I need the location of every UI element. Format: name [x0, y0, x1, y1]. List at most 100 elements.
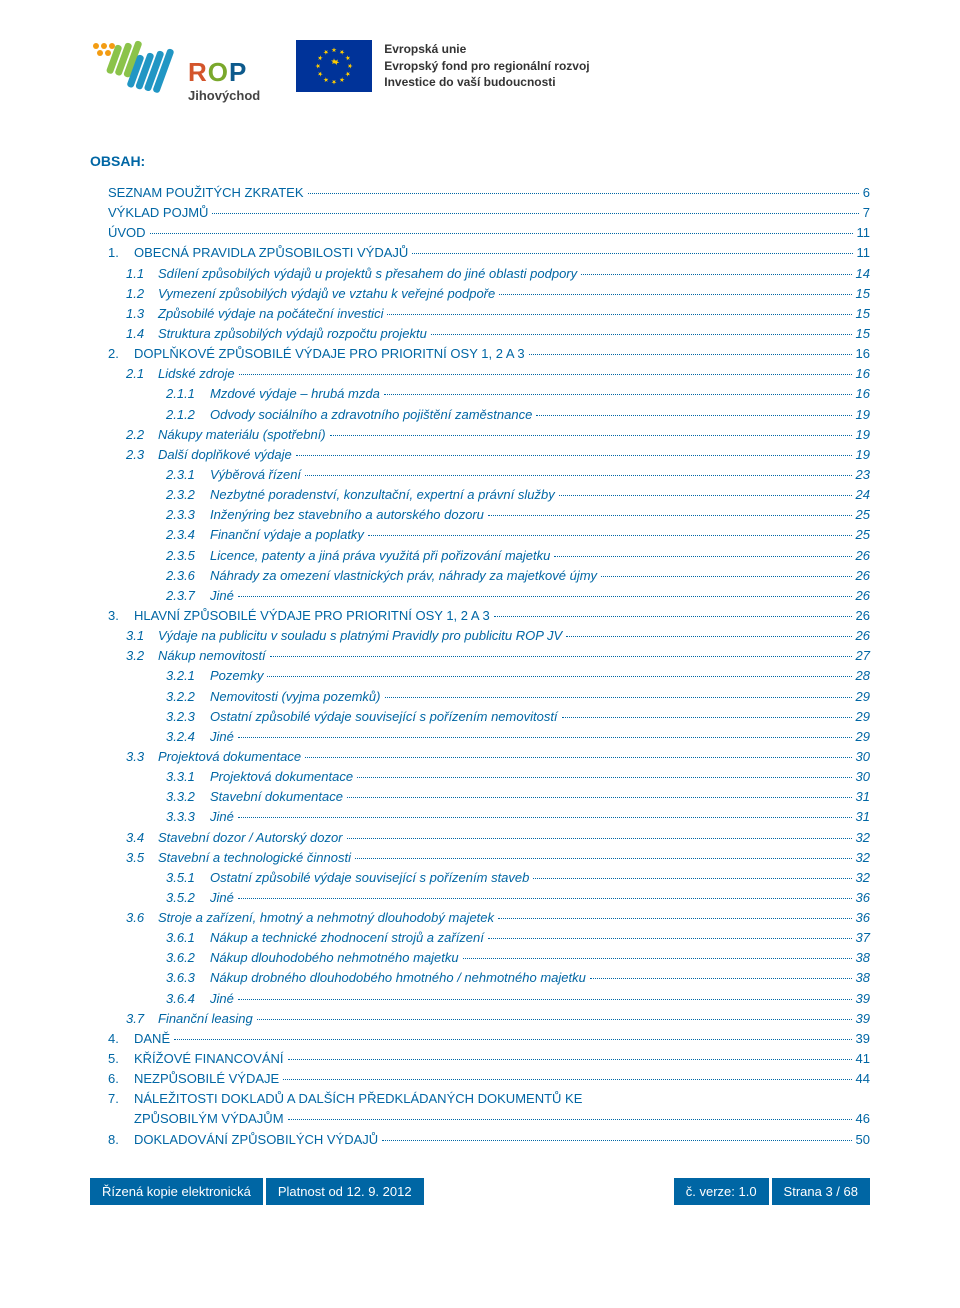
toc-page: 39 — [856, 1009, 870, 1029]
toc-label: Výběrová řízení — [210, 465, 301, 485]
toc-label: Projektová dokumentace — [158, 747, 301, 767]
toc-entry[interactable]: 3.4 Stavební dozor / Autorský dozor32 — [126, 828, 870, 848]
toc-num: 2.3.4 — [166, 525, 210, 545]
document-page: ROP Jihovýchod — [0, 0, 960, 1308]
toc-entry[interactable]: 3.5 Stavební a technologické činnosti32 — [126, 848, 870, 868]
toc-num: 2.3.5 — [166, 546, 210, 566]
eu-line2: Evropský fond pro regionální rozvoj — [384, 58, 589, 75]
toc-label: Pozemky — [210, 666, 263, 686]
toc-entry[interactable]: 3.3 Projektová dokumentace30 — [126, 747, 870, 767]
toc-label: Nákupy materiálu (spotřební) — [158, 425, 326, 445]
toc-entry[interactable]: 6. NEZPŮSOBILÉ VÝDAJE44 — [108, 1069, 870, 1089]
toc-entry[interactable]: 3.6.2 Nákup dlouhodobého nehmotného maje… — [166, 948, 870, 968]
toc-entry[interactable]: 1.3 Způsobilé výdaje na počáteční invest… — [126, 304, 870, 324]
toc-label: Nemovitosti (vyjma pozemků) — [210, 687, 381, 707]
toc-num: 2.3.7 — [166, 586, 210, 606]
toc-num: 3.4 — [126, 828, 158, 848]
rop-logo-graphic — [90, 40, 180, 103]
toc-entry[interactable]: 2.3.6 Náhrady za omezení vlastnických pr… — [166, 566, 870, 586]
toc-entry[interactable]: 2.3.3 Inženýring bez stavebního a autors… — [166, 505, 870, 525]
toc-dots — [499, 294, 851, 295]
toc-entry[interactable]: 8. DOKLADOVÁNÍ ZPŮSOBILÝCH VÝDAJŮ50 — [108, 1130, 870, 1150]
toc-entry[interactable]: 2.3 Další doplňkové výdaje19 — [126, 445, 870, 465]
toc-entry[interactable]: 3.2.1 Pozemky28 — [166, 666, 870, 686]
toc-dots — [382, 1140, 851, 1141]
toc-label: ÚVOD — [108, 223, 146, 243]
toc-dots — [267, 676, 851, 677]
toc-entry[interactable]: 2.1.2 Odvody sociálního a zdravotního po… — [166, 405, 870, 425]
toc-num: 3.3 — [126, 747, 158, 767]
toc-entry[interactable]: SEZNAM POUŽITÝCH ZKRATEK6 — [108, 183, 870, 203]
toc-entry[interactable]: 2.1 Lidské zdroje16 — [126, 364, 870, 384]
toc-entry[interactable]: 2.1.1 Mzdové výdaje – hrubá mzda16 — [166, 384, 870, 404]
toc-label: Výdaje na publicitu v souladu s platnými… — [158, 626, 562, 646]
toc-num: 3.7 — [126, 1009, 158, 1029]
toc-entry[interactable]: 1.1 Sdílení způsobilých výdajů u projekt… — [126, 264, 870, 284]
toc-label: Ostatní způsobilé výdaje související s p… — [210, 707, 558, 727]
toc-entry[interactable]: 2. DOPLŇKOVÉ ZPŮSOBILÉ VÝDAJE PRO PRIORI… — [108, 344, 870, 364]
toc-entry[interactable]: 5. KŘÍŽOVÉ FINANCOVÁNÍ41 — [108, 1049, 870, 1069]
toc-num: 3.5.2 — [166, 888, 210, 908]
toc-entry[interactable]: 3.5.1 Ostatní způsobilé výdaje souvisejí… — [166, 868, 870, 888]
footer-copy-type: Řízená kopie elektronická — [90, 1178, 263, 1205]
toc-entry[interactable]: 2.3.7 Jiné26 — [166, 586, 870, 606]
toc-entry[interactable]: 3.1 Výdaje na publicitu v souladu s plat… — [126, 626, 870, 646]
toc-entry[interactable]: 3. HLAVNÍ ZPŮSOBILÉ VÝDAJE PRO PRIORITNÍ… — [108, 606, 870, 626]
toc-entry[interactable]: 3.6.1 Nákup a technické zhodnocení stroj… — [166, 928, 870, 948]
toc-page: 24 — [856, 485, 870, 505]
toc-entry[interactable]: 3.2.2 Nemovitosti (vyjma pozemků)29 — [166, 687, 870, 707]
toc-dots — [355, 858, 852, 859]
toc-dots — [347, 797, 852, 798]
toc-num: 6. — [108, 1069, 134, 1089]
toc-dots — [385, 697, 852, 698]
toc-entry[interactable]: 3.2.3 Ostatní způsobilé výdaje souvisejí… — [166, 707, 870, 727]
toc-entry[interactable]: 2.3.5 Licence, patenty a jiná práva využ… — [166, 546, 870, 566]
toc-label: DOKLADOVÁNÍ ZPŮSOBILÝCH VÝDAJŮ — [134, 1130, 378, 1150]
toc-num: 3.3.3 — [166, 807, 210, 827]
toc-page: 11 — [857, 243, 871, 263]
toc-entry[interactable]: 3.2.4 Jiné29 — [166, 727, 870, 747]
toc-entry[interactable]: 2.3.1 Výběrová řízení23 — [166, 465, 870, 485]
toc-label: Ostatní způsobilé výdaje související s p… — [210, 868, 529, 888]
toc-entry[interactable]: 3.7 Finanční leasing39 — [126, 1009, 870, 1029]
toc-page: 16 — [856, 364, 870, 384]
toc-entry[interactable]: 3.2 Nákup nemovitostí27 — [126, 646, 870, 666]
toc-dots — [566, 636, 851, 637]
toc-num: 3.3.2 — [166, 787, 210, 807]
toc-num: 2.3.1 — [166, 465, 210, 485]
toc-entry[interactable]: 2.2 Nákupy materiálu (spotřební)19 — [126, 425, 870, 445]
toc-entry[interactable]: 2.3.2 Nezbytné poradenství, konzultační,… — [166, 485, 870, 505]
toc-num: 2.1.1 — [166, 384, 210, 404]
toc-entry[interactable]: 3.5.2 Jiné36 — [166, 888, 870, 908]
rop-r: R — [188, 57, 208, 87]
toc-entry[interactable]: 3.3.1 Projektová dokumentace30 — [166, 767, 870, 787]
toc-entry[interactable]: 7. NÁLEŽITOSTI DOKLADŮ A DALŠÍCH PŘEDKLÁ… — [108, 1089, 870, 1129]
toc-num: 1.3 — [126, 304, 158, 324]
toc-entry[interactable]: 4. DANĚ39 — [108, 1029, 870, 1049]
toc-page: 25 — [856, 525, 870, 545]
toc-dots — [601, 576, 851, 577]
toc-page: 39 — [856, 989, 870, 1009]
toc-entry[interactable]: ÚVOD11 — [108, 223, 870, 243]
toc-entry[interactable]: 3.3.3 Jiné31 — [166, 807, 870, 827]
toc-entry[interactable]: 2.3.4 Finanční výdaje a poplatky25 — [166, 525, 870, 545]
toc-label: Náhrady za omezení vlastnických práv, ná… — [210, 566, 597, 586]
toc-num: 4. — [108, 1029, 134, 1049]
toc-num: 3.1 — [126, 626, 158, 646]
toc-entry[interactable]: VÝKLAD POJMŮ7 — [108, 203, 870, 223]
toc-dots — [174, 1039, 851, 1040]
toc-entry[interactable]: 3.3.2 Stavební dokumentace31 — [166, 787, 870, 807]
toc-dots — [488, 938, 852, 939]
toc-entry[interactable]: 3.6 Stroje a zařízení, hmotný a nehmotný… — [126, 908, 870, 928]
toc-dots — [533, 878, 851, 879]
toc-dots — [488, 515, 852, 516]
toc-page: 32 — [856, 828, 870, 848]
toc-dots — [412, 253, 852, 254]
toc-entry[interactable]: 1.2 Vymezení způsobilých výdajů ve vztah… — [126, 284, 870, 304]
toc-label: Mzdové výdaje – hrubá mzda — [210, 384, 380, 404]
toc-dots — [288, 1059, 852, 1060]
toc-entry[interactable]: 1.4 Struktura způsobilých výdajů rozpočt… — [126, 324, 870, 344]
toc-entry[interactable]: 3.6.4 Jiné39 — [166, 989, 870, 1009]
toc-entry[interactable]: 1. OBECNÁ PRAVIDLA ZPŮSOBILOSTI VÝDAJŮ11 — [108, 243, 870, 263]
toc-entry[interactable]: 3.6.3 Nákup drobného dlouhodobého hmotné… — [166, 968, 870, 988]
